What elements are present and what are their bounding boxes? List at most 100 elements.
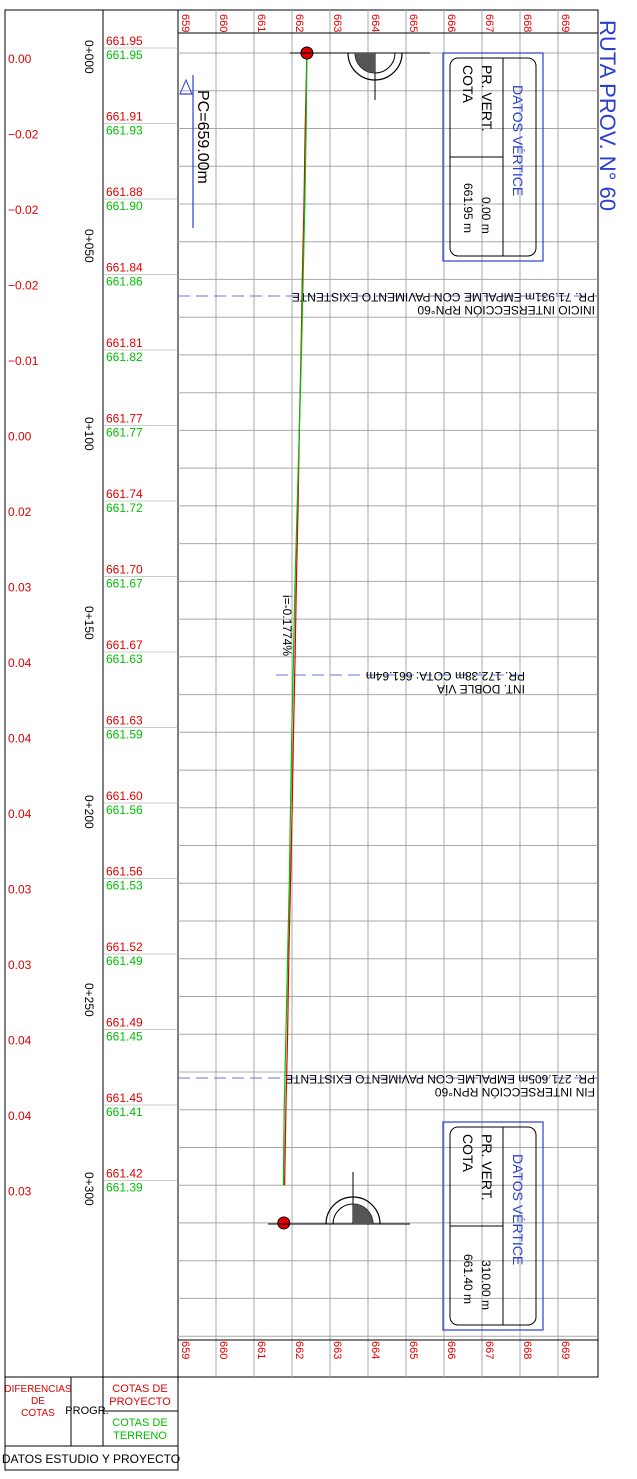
project-elevation: 661.81 xyxy=(106,336,143,350)
elevation-difference: −0.02 xyxy=(8,128,39,142)
terrain-elevation: 661.86 xyxy=(106,275,143,289)
terrain-elevation: 661.95 xyxy=(106,48,143,62)
tick-label: 663 xyxy=(331,1341,343,1359)
project-elevation: 661.52 xyxy=(106,940,143,954)
vertex-data-box-top: DATOS VÉRTICE PR. VERT. COTA 0.00 m 661.… xyxy=(442,52,544,262)
legend-diff-label: DIFERENCIAS xyxy=(4,1384,72,1395)
tick-label: 665 xyxy=(407,1341,419,1359)
elevation-difference: 0.03 xyxy=(8,581,32,595)
annotation-line2: INT. DOBLE VÍA xyxy=(437,682,525,697)
elevation-difference: 0.03 xyxy=(8,958,32,972)
tick-label: 664 xyxy=(369,1341,381,1359)
elevation-ticks-bottom: 659 660 661 662 663 664 665 666 667 668 … xyxy=(179,1341,571,1359)
project-elevation: 661.56 xyxy=(106,865,143,879)
annotation-lines xyxy=(178,295,598,1079)
station-label: 0+250 xyxy=(82,983,96,1017)
tick-label: 660 xyxy=(217,14,229,32)
terrain-elevation: 661.90 xyxy=(106,199,143,213)
terrain-elevation: 661.45 xyxy=(106,1030,143,1044)
terrain-profile-line xyxy=(282,52,308,1186)
annotation-line1: PR. 271.605m EMPALME CON PAVIMENTO EXIST… xyxy=(285,1072,595,1086)
station-label: 0+100 xyxy=(82,417,96,451)
plan-title: RUTA PROV. N° 60 xyxy=(595,20,620,211)
tick-label: 662 xyxy=(293,14,305,32)
terrain-elevation: 661.53 xyxy=(106,879,143,893)
project-elevation: 661.84 xyxy=(106,261,143,275)
legend-project-label: COTAS DE xyxy=(112,1383,167,1395)
annotation-line1: PR. 172.38m COTA: 661.64m xyxy=(366,669,525,683)
tick-label: 669 xyxy=(559,1341,571,1359)
vertex-value: 310.00 m xyxy=(479,1260,493,1310)
tick-label: 663 xyxy=(331,14,343,32)
project-elevation: 661.77 xyxy=(106,412,143,426)
profile-grid-frame xyxy=(177,9,599,1378)
vertex-data-box-bottom: DATOS VÉRTICE PR. VERT. COTA 310.00 m 66… xyxy=(442,1121,544,1331)
vertex-header: DATOS VÉRTICE xyxy=(510,1154,526,1265)
tick-label: 661 xyxy=(255,14,267,32)
legend-diff-label: DE xyxy=(31,1396,45,1407)
station-label: 0+150 xyxy=(82,606,96,640)
terrain-elevation: 661.49 xyxy=(106,954,143,968)
elevation-difference: 0.04 xyxy=(8,732,32,746)
terrain-elevation: 661.72 xyxy=(106,501,143,515)
tick-label: 659 xyxy=(179,14,191,32)
tick-label: 668 xyxy=(521,14,533,32)
project-elevation: 661.45 xyxy=(106,1091,143,1105)
tick-label: 666 xyxy=(445,14,457,32)
tick-label: 662 xyxy=(293,1341,305,1359)
profile-grid xyxy=(178,10,598,1377)
annotation-line2: INICIO INTERSECCIÓN RPN°60 xyxy=(417,303,595,318)
vertex-value: 661.95 m xyxy=(461,183,475,233)
elevation-difference: 0.03 xyxy=(8,1185,32,1199)
terrain-elevation: 661.77 xyxy=(106,426,143,440)
annotation-line2: FIN INTERSECCIÓN RPN°60 xyxy=(435,1085,595,1100)
tick-label: 661 xyxy=(255,1341,267,1359)
tick-label: 667 xyxy=(483,1341,495,1359)
terrain-elevation: 661.41 xyxy=(106,1105,143,1119)
legend-diff-label: COTAS xyxy=(21,1408,55,1419)
vertex-label: COTA xyxy=(460,1134,476,1173)
elevation-difference: 0.04 xyxy=(8,1109,32,1123)
elevation-difference: 0.04 xyxy=(8,656,32,670)
project-profile-line xyxy=(284,52,308,1186)
project-elevation: 661.42 xyxy=(106,1167,143,1181)
tick-label: 668 xyxy=(521,1341,533,1359)
annotation-line1: PR. 71.931m EMPALME CON PAVIMENTO EXISTE… xyxy=(292,290,595,304)
legend: COTAS DE PROYECTO COTAS DE TERRENO PROGR… xyxy=(2,1383,180,1466)
tick-label: 666 xyxy=(445,1341,457,1359)
reference-plane-marker: PC=659.00m xyxy=(179,75,211,228)
elevation-difference: 0.04 xyxy=(8,807,32,821)
project-elevation: 661.67 xyxy=(106,638,143,652)
project-elevation: 661.70 xyxy=(106,563,143,577)
vertex-label: PR. VERT. xyxy=(479,65,495,132)
elevation-difference: 0.00 xyxy=(8,52,32,66)
vertex-symbol-top xyxy=(290,52,430,100)
elevation-ticks-top: 659 660 661 662 663 664 665 666 667 668 … xyxy=(179,14,571,32)
vertex-value: 661.40 m xyxy=(461,1254,475,1304)
station-label: 0+050 xyxy=(82,229,96,263)
project-elevation: 661.91 xyxy=(106,110,143,124)
elevation-difference: −0.02 xyxy=(8,279,39,293)
terrain-elevation: 661.56 xyxy=(106,803,143,817)
legend-project-label: PROYECTO xyxy=(109,1396,171,1408)
elevation-difference: −0.02 xyxy=(8,203,39,217)
vertex-header: DATOS VÉRTICE xyxy=(510,85,526,196)
legend-terrain-label: TERRENO xyxy=(113,1430,167,1442)
elevation-difference: 0.02 xyxy=(8,505,32,519)
annotation-texts: PR. 71.931m EMPALME CON PAVIMENTO EXISTE… xyxy=(285,290,595,1100)
terrain-elevation: 661.59 xyxy=(106,728,143,742)
terrain-elevation: 661.93 xyxy=(106,124,143,138)
project-elevation: 661.88 xyxy=(106,185,143,199)
tick-label: 664 xyxy=(369,14,381,32)
terrain-elevation: 661.67 xyxy=(106,577,143,591)
terrain-elevation: 661.39 xyxy=(106,1181,143,1195)
tick-label: 660 xyxy=(217,1341,229,1359)
vertex-label: COTA xyxy=(460,65,476,104)
tick-label: 659 xyxy=(179,1341,191,1359)
vertex-symbol-bottom xyxy=(268,1172,410,1225)
vertex-value: 0.00 m xyxy=(479,197,493,234)
tick-label: 667 xyxy=(483,14,495,32)
station-label: 0+000 xyxy=(82,40,96,74)
station-label: 0+200 xyxy=(82,795,96,829)
